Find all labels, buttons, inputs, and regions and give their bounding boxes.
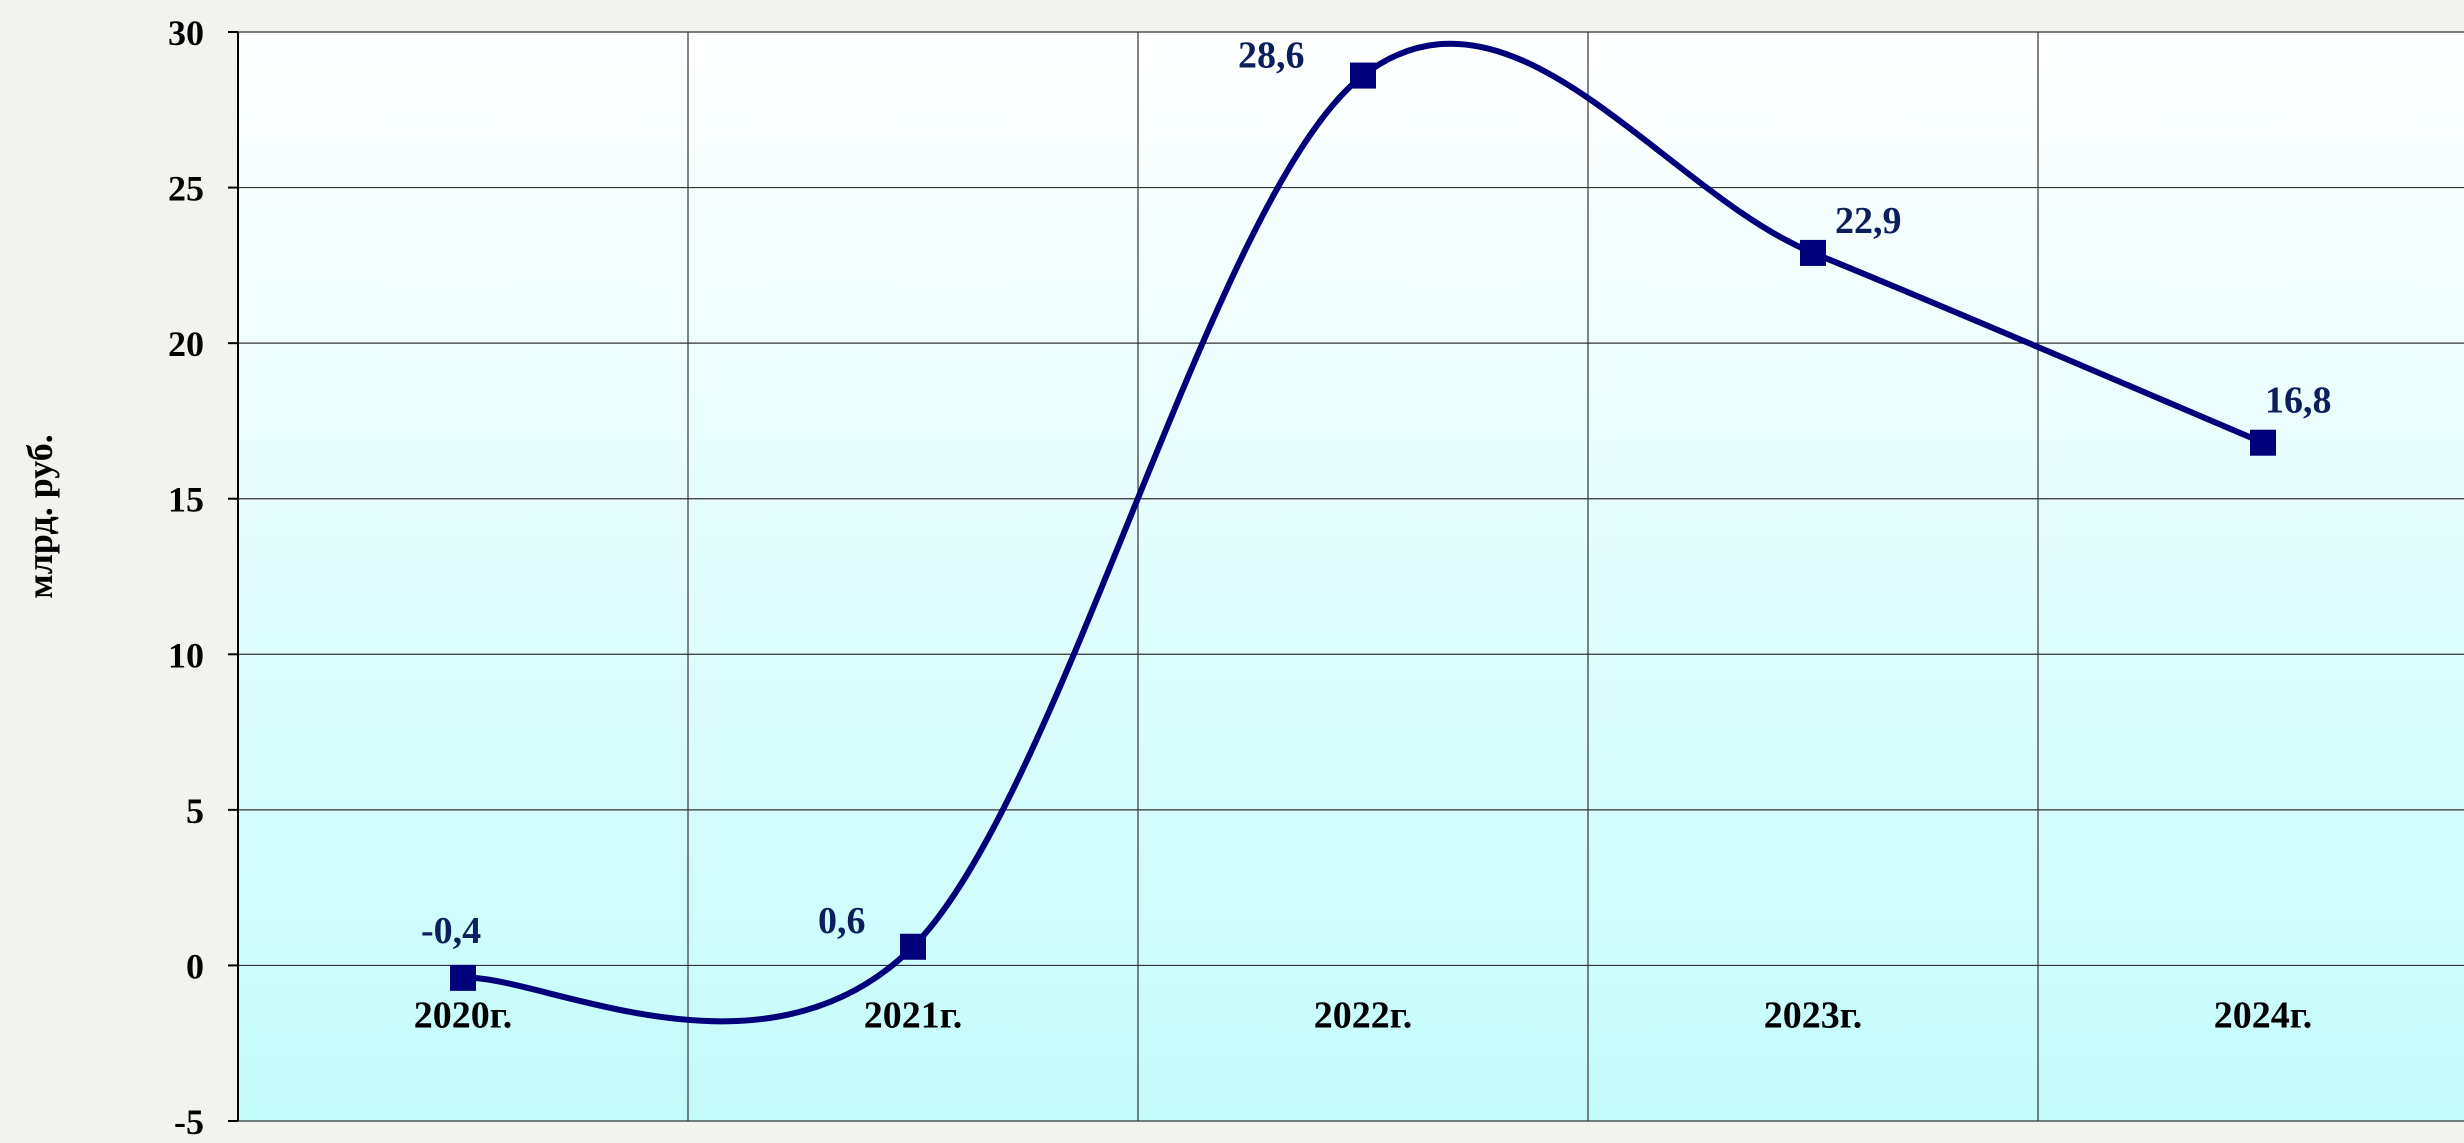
x-tick-label: 2021г.	[864, 994, 962, 1036]
data-point-marker	[450, 964, 476, 991]
x-tick-label: 2024г.	[2214, 994, 2312, 1036]
data-point-marker	[1800, 239, 1826, 266]
x-tick-label: 2023г.	[1764, 994, 1862, 1036]
y-tick-label: 20	[168, 324, 204, 364]
data-point-marker	[2250, 429, 2276, 456]
y-tick-label: 30	[168, 13, 204, 53]
series-line	[462, 40, 2265, 1025]
plot-area	[238, 32, 2464, 1121]
data-point-marker	[1350, 62, 1376, 89]
x-tick-label: 2022г.	[1314, 994, 1412, 1036]
data-labels: -0,4 0,6 28,6 22,9 16,8	[421, 35, 2332, 952]
data-label: -0,4	[421, 910, 481, 952]
data-point-marker	[900, 933, 926, 960]
data-label: 16,8	[2265, 380, 2332, 422]
markers	[450, 62, 2276, 991]
y-tick-label: 5	[186, 791, 204, 831]
x-tick-labels: 2020г. 2021г. 2022г. 2023г. 2024г.	[414, 994, 2312, 1036]
y-axis-title: млрд. руб.	[20, 434, 60, 599]
y-tick-label: -5	[174, 1102, 204, 1138]
x-tick-label: 2020г.	[414, 994, 512, 1036]
data-label: 0,6	[818, 900, 866, 942]
y-tick-label: 10	[168, 635, 204, 675]
grid	[238, 31, 2464, 1122]
y-tick-label: 15	[168, 480, 204, 520]
axes: 30 25 20 15 10 5 0 -5	[168, 13, 239, 1142]
y-tick-label: 25	[168, 169, 204, 209]
y-tick-label: 0	[186, 946, 204, 986]
data-label: 28,6	[1238, 35, 1305, 77]
series-layer	[462, 40, 2265, 1025]
data-label: 22,9	[1835, 200, 1902, 242]
